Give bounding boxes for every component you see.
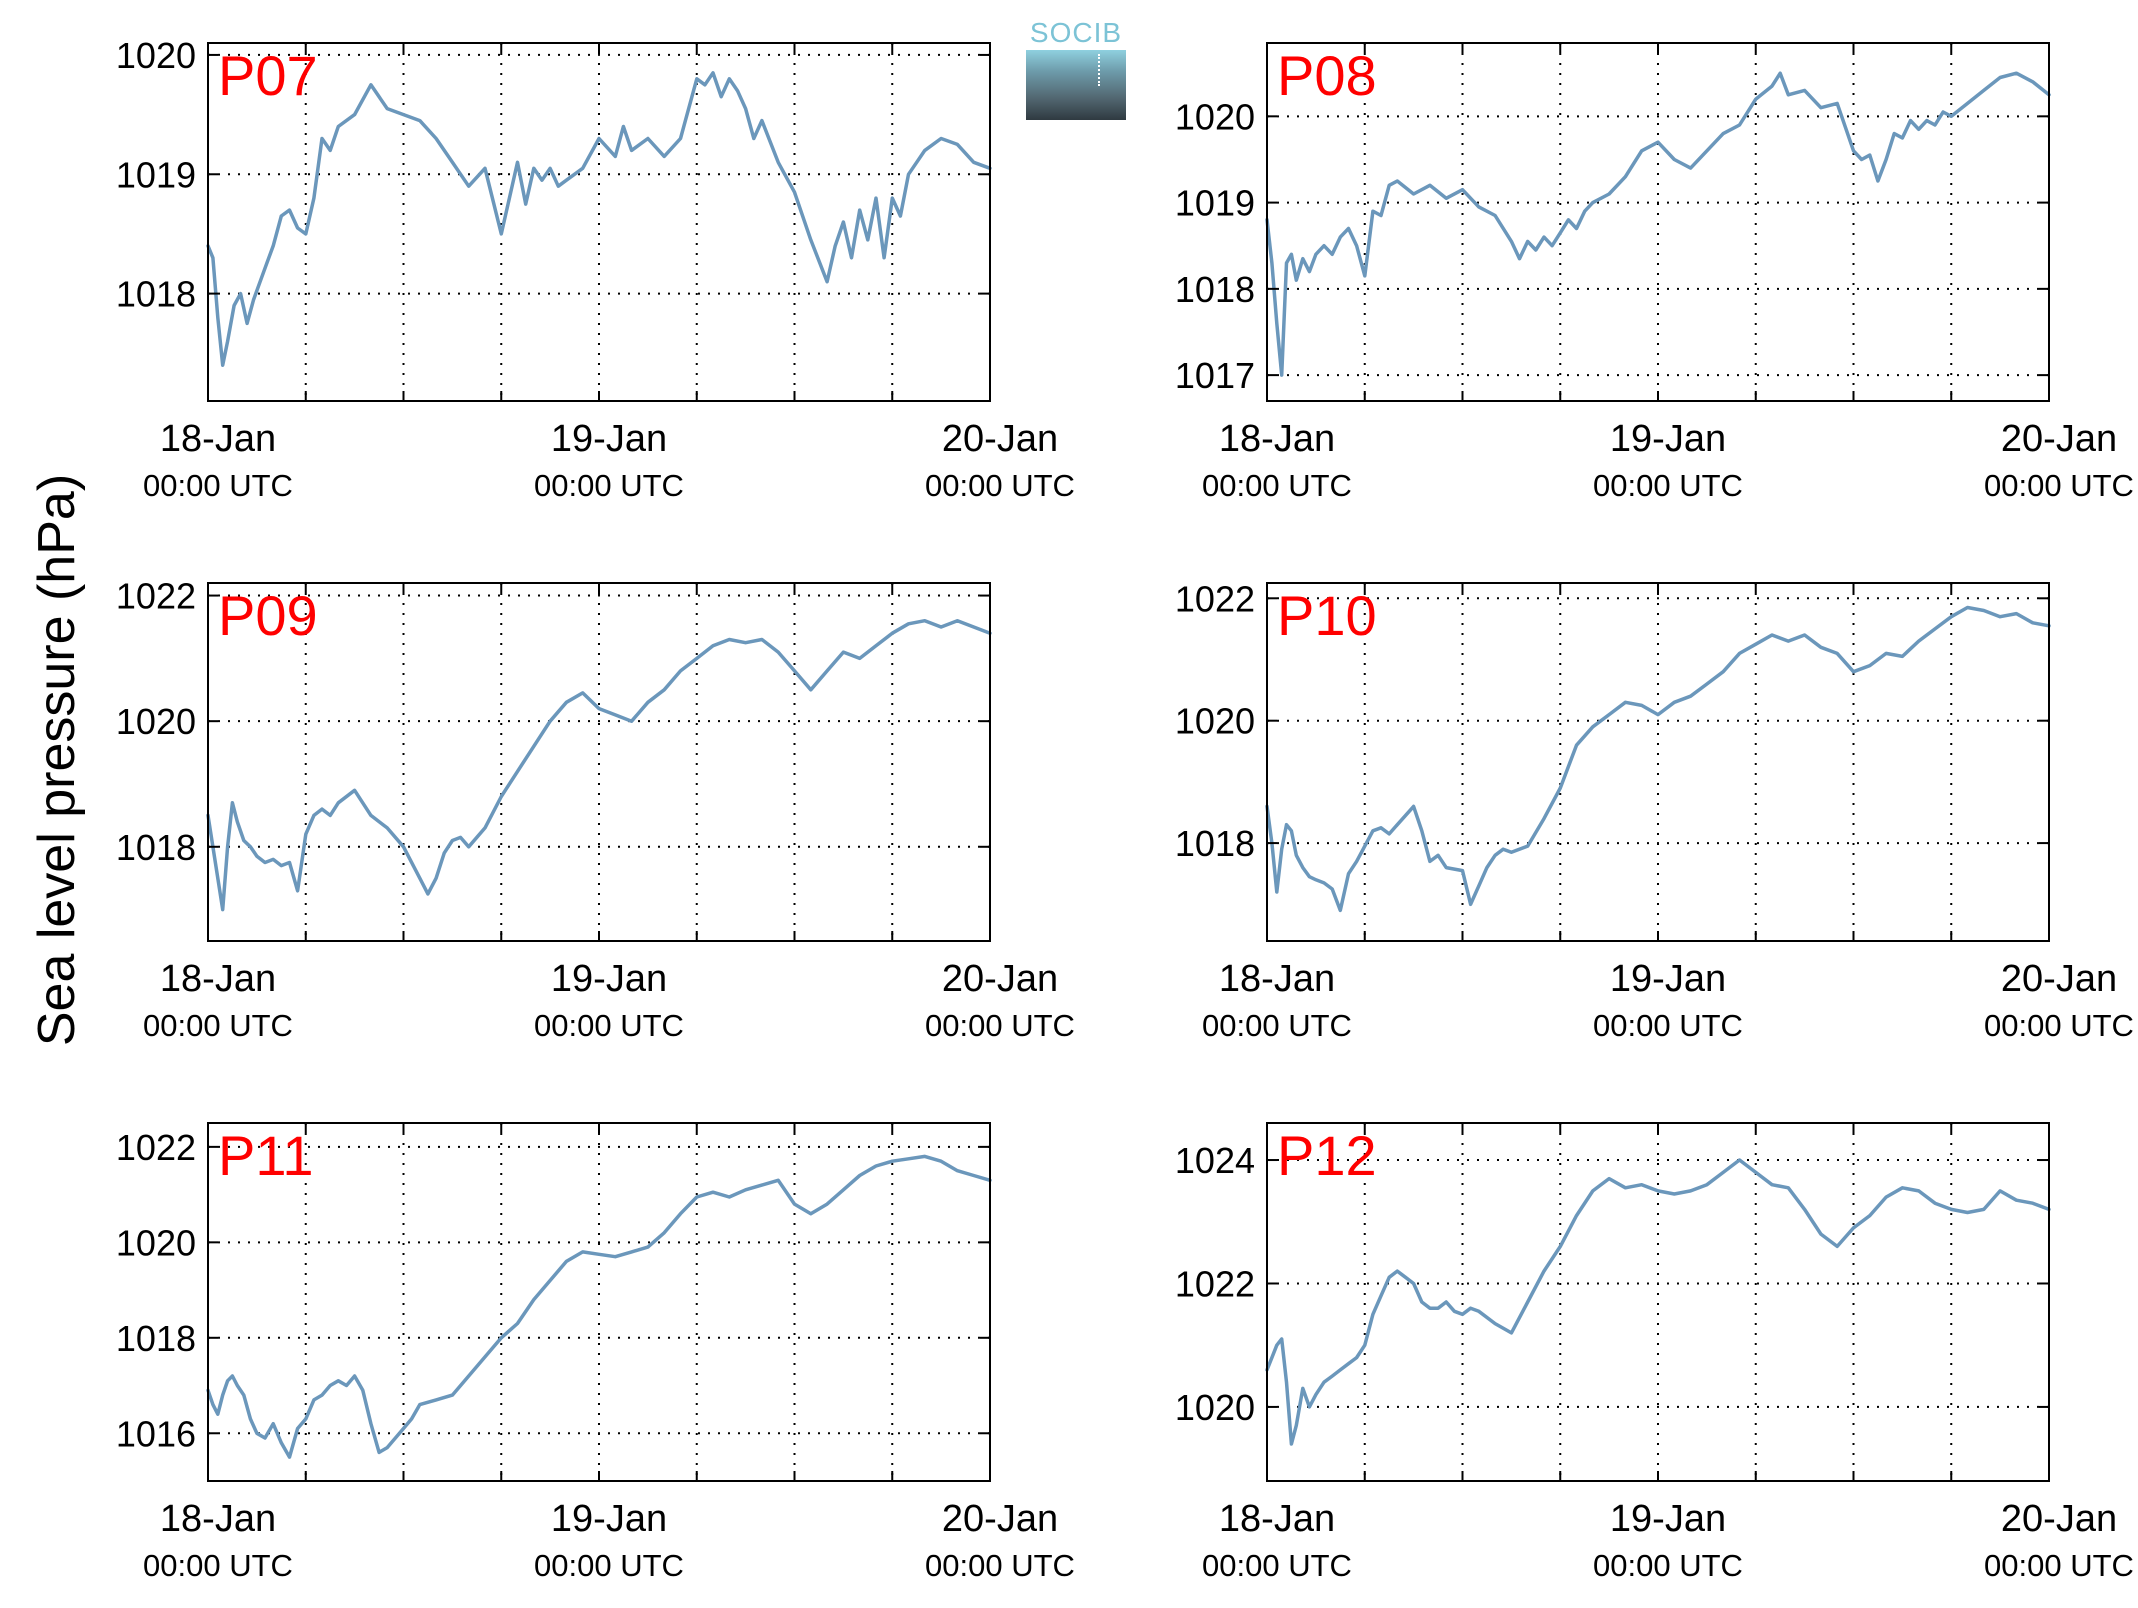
x-tick-label-time: 00:00 UTC <box>925 1008 1075 1043</box>
y-tick-label: 1020 <box>116 1222 196 1263</box>
panel-p11: 1016 1018 1020 1022 18-Jan 00:00 UTC 19-Jan 00:… <box>116 1122 1075 1583</box>
x-tick-label-time: 00:00 UTC <box>1202 1008 1352 1043</box>
panel-p09: 1018 1020 1022 18-Jan 00:00 UTC 19-Jan 00:00 U… <box>116 576 1075 1043</box>
x-tick-label-date: 18-Jan <box>1219 418 1335 460</box>
y-tick-label: 1020 <box>116 35 196 76</box>
x-tick-label-date: 19-Jan <box>551 1498 667 1540</box>
x-tick-label-time: 00:00 UTC <box>143 1548 293 1583</box>
panel-p07: 1018 1019 1020 18-Jan 00:00 UTC 19-Jan 00:00 U… <box>116 35 1075 503</box>
series-line-p12 <box>1265 1158 2051 1446</box>
axes-frame <box>1266 582 2050 942</box>
x-tick-label-date: 18-Jan <box>160 1498 276 1540</box>
y-tick-label: 1022 <box>116 576 196 617</box>
x-tick-label-time: 00:00 UTC <box>143 1008 293 1043</box>
y-tick-label: 1016 <box>116 1413 196 1454</box>
panel-label-p12: P12 <box>1277 1124 1377 1187</box>
socib-logo-mark <box>1098 54 1100 86</box>
panel-label-p11: P11 <box>218 1124 313 1187</box>
x-tick-label-date: 19-Jan <box>551 958 667 1000</box>
y-tick-label: 1018 <box>1175 269 1255 310</box>
x-tick-label-time: 00:00 UTC <box>143 468 293 503</box>
y-tick-label: 1024 <box>1175 1140 1255 1181</box>
axes-frame <box>207 1122 991 1482</box>
x-tick-label-time: 00:00 UTC <box>534 468 684 503</box>
panel-p08: 1017 1018 1019 1020 18-Jan 00:00 UTC 19-Jan 00:… <box>1175 42 2134 503</box>
socib-logo: SOCIB <box>1026 18 1126 122</box>
x-tick-label-date: 18-Jan <box>160 958 276 1000</box>
axes-frame <box>207 582 991 942</box>
x-tick-label-date: 20-Jan <box>942 1498 1058 1540</box>
series-line-p11 <box>206 1154 992 1459</box>
y-tick-label: 1019 <box>1175 183 1255 224</box>
x-tick-label-date: 19-Jan <box>1610 418 1726 460</box>
series-line-p07 <box>206 71 992 367</box>
y-tick-label: 1022 <box>1175 578 1255 619</box>
x-tick-label-date: 19-Jan <box>1610 1498 1726 1540</box>
panel-p10: 1018 1020 1022 18-Jan 00:00 UTC 19-Jan 00:00 U… <box>1175 578 2134 1043</box>
y-tick-label: 1022 <box>1175 1263 1255 1304</box>
x-tick-label-time: 00:00 UTC <box>1202 468 1352 503</box>
y-tick-label: 1018 <box>116 827 196 868</box>
x-tick-label-date: 20-Jan <box>2001 418 2117 460</box>
x-tick-label-time: 00:00 UTC <box>925 468 1075 503</box>
y-axis-label: Sea level pressure (hPa) <box>28 474 86 1046</box>
x-tick-label-date: 19-Jan <box>1610 958 1726 1000</box>
x-tick-label-date: 20-Jan <box>942 958 1058 1000</box>
x-tick-label-date: 19-Jan <box>551 418 667 460</box>
x-tick-label-date: 20-Jan <box>942 418 1058 460</box>
x-tick-label-time: 00:00 UTC <box>1984 468 2134 503</box>
y-tick-label: 1020 <box>1175 701 1255 742</box>
y-tick-label: 1020 <box>1175 1387 1255 1428</box>
socib-logo-graphic <box>1026 50 1126 120</box>
x-tick-label-time: 00:00 UTC <box>1984 1548 2134 1583</box>
axes-frame <box>1266 1122 2050 1482</box>
panel-label-p08: P08 <box>1277 44 1377 107</box>
y-tick-label: 1019 <box>116 154 196 195</box>
x-tick-label-date: 18-Jan <box>1219 1498 1335 1540</box>
panel-label-p10: P10 <box>1277 584 1377 647</box>
x-tick-label-time: 00:00 UTC <box>1593 468 1743 503</box>
y-tick-label: 1017 <box>1175 355 1255 396</box>
y-tick-label: 1018 <box>1175 823 1255 864</box>
y-tick-label: 1018 <box>116 274 196 315</box>
y-tick-label: 1022 <box>116 1127 196 1168</box>
x-tick-label-date: 20-Jan <box>2001 1498 2117 1540</box>
x-tick-label-time: 00:00 UTC <box>1984 1008 2134 1043</box>
x-tick-label-time: 00:00 UTC <box>925 1548 1075 1583</box>
y-tick-label: 1020 <box>116 701 196 742</box>
panel-p12: 1020 1022 1024 18-Jan 00:00 UTC 19-Jan 00:00 U… <box>1175 1122 2134 1583</box>
panel-label-p09: P09 <box>218 584 318 647</box>
x-tick-label-time: 00:00 UTC <box>1593 1008 1743 1043</box>
y-tick-label: 1018 <box>116 1318 196 1359</box>
x-tick-label-date: 18-Jan <box>1219 958 1335 1000</box>
series-line-p09 <box>206 618 992 912</box>
y-tick-label: 1020 <box>1175 96 1255 137</box>
x-tick-label-time: 00:00 UTC <box>534 1008 684 1043</box>
x-tick-label-time: 00:00 UTC <box>1593 1548 1743 1583</box>
x-tick-label-date: 18-Jan <box>160 418 276 460</box>
x-tick-label-time: 00:00 UTC <box>534 1548 684 1583</box>
x-tick-label-date: 20-Jan <box>2001 958 2117 1000</box>
panel-label-p07: P07 <box>218 44 318 107</box>
axes-frame <box>1266 42 2050 402</box>
socib-logo-text: SOCIB <box>1029 17 1123 48</box>
series-line-p10 <box>1265 605 2051 913</box>
x-tick-label-time: 00:00 UTC <box>1202 1548 1352 1583</box>
series-line-p08 <box>1265 71 2051 377</box>
